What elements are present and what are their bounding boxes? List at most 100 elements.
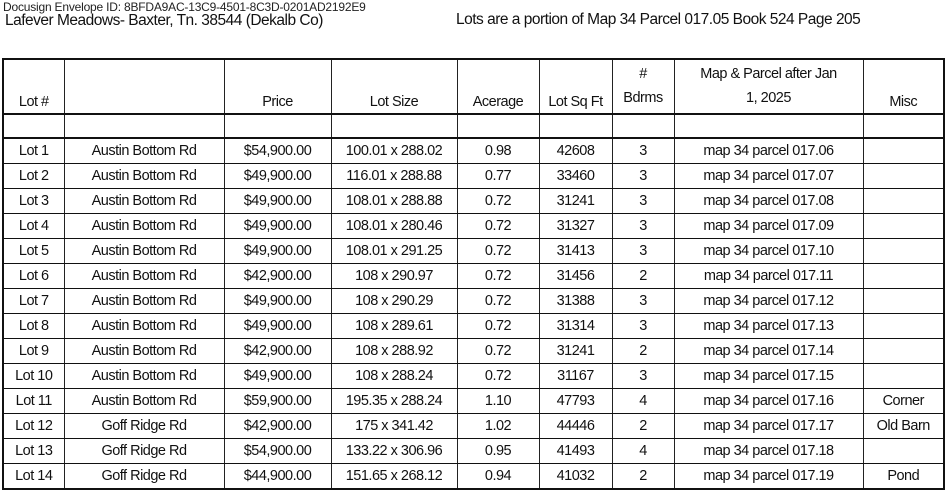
cell-price: $49,900.00 — [223, 213, 332, 239]
cell-lot-size: 116.01 x 288.88 — [330, 163, 458, 189]
cell-lot: Lot 11 — [2, 388, 65, 414]
cell-misc — [862, 363, 945, 389]
cell-acerage: 1.02 — [456, 413, 540, 439]
cell-map-parcel: map 34 parcel 017.10 — [673, 238, 864, 264]
table-row: Lot 1 Austin Bottom Rd $54,900.00 100.01 x … — [2, 137, 945, 164]
cell-acerage: 0.72 — [456, 313, 540, 339]
cell-lot: Lot 12 — [2, 413, 65, 439]
cell-lot: Lot 9 — [2, 338, 65, 364]
blank-cell — [456, 113, 540, 139]
blank-cell — [63, 113, 225, 139]
cell-misc — [862, 238, 945, 264]
cell-lot-size: 195.35 x 288.24 — [330, 388, 458, 414]
cell-bdrms: 4 — [611, 388, 675, 414]
cell-lot-size: 108.01 x 288.88 — [330, 188, 458, 214]
cell-bdrms: 3 — [611, 238, 675, 264]
cell-road: Austin Bottom Rd — [63, 137, 225, 164]
cell-map-parcel: map 34 parcel 017.13 — [673, 313, 864, 339]
blank-cell — [538, 113, 613, 139]
blank-cell — [2, 113, 65, 139]
cell-lot-size: 108 x 289.61 — [330, 313, 458, 339]
document-subtitle: Lots are a portion of Map 34 Parcel 017.… — [456, 11, 861, 28]
cell-misc: Corner — [862, 388, 945, 414]
cell-price: $42,900.00 — [223, 338, 332, 364]
cell-price: $49,900.00 — [223, 188, 332, 214]
cell-bdrms: 3 — [611, 313, 675, 339]
cell-map-parcel: map 34 parcel 017.17 — [673, 413, 864, 439]
cell-lot-size: 175 x 341.42 — [330, 413, 458, 439]
cell-lot-size: 151.65 x 268.12 — [330, 463, 458, 490]
header-bdrms-line1: # — [639, 66, 647, 82]
header-price: Price — [223, 58, 332, 115]
cell-lot-size: 108.01 x 291.25 — [330, 238, 458, 264]
cell-acerage: 0.72 — [456, 338, 540, 364]
header-map-line1: Map & Parcel after Jan — [700, 66, 837, 82]
cell-lot: Lot 1 — [2, 137, 65, 164]
table-row: Lot 14 Goff Ridge Rd $44,900.00 151.65 x 26… — [2, 463, 945, 490]
cell-acerage: 0.72 — [456, 363, 540, 389]
cell-misc — [862, 213, 945, 239]
cell-road: Austin Bottom Rd — [63, 213, 225, 239]
header-bdrms: # Bdrms — [611, 58, 675, 115]
cell-sq-ft: 31167 — [538, 363, 613, 389]
cell-misc — [862, 163, 945, 189]
blank-cell — [330, 113, 458, 139]
cell-misc — [862, 288, 945, 314]
cell-price: $42,900.00 — [223, 413, 332, 439]
cell-road: Austin Bottom Rd — [63, 288, 225, 314]
header-map-parcel: Map & Parcel after Jan 1, 2025 — [673, 58, 864, 115]
cell-acerage: 0.94 — [456, 463, 540, 490]
cell-sq-ft: 31241 — [538, 338, 613, 364]
cell-lot: Lot 6 — [2, 263, 65, 289]
cell-bdrms: 3 — [611, 188, 675, 214]
cell-road: Austin Bottom Rd — [63, 388, 225, 414]
cell-map-parcel: map 34 parcel 017.11 — [673, 263, 864, 289]
cell-sq-ft: 33460 — [538, 163, 613, 189]
cell-price: $49,900.00 — [223, 238, 332, 264]
table-row: Lot 10 Austin Bottom Rd $49,900.00 108 x 28… — [2, 363, 945, 389]
cell-lot-size: 108 x 290.97 — [330, 263, 458, 289]
cell-bdrms: 2 — [611, 413, 675, 439]
cell-sq-ft: 31388 — [538, 288, 613, 314]
cell-map-parcel: map 34 parcel 017.16 — [673, 388, 864, 414]
cell-road: Austin Bottom Rd — [63, 188, 225, 214]
cell-sq-ft: 31327 — [538, 213, 613, 239]
cell-bdrms: 3 — [611, 163, 675, 189]
table-row: Lot 13 Goff Ridge Rd $54,900.00 133.22 x 30… — [2, 438, 945, 464]
cell-road: Goff Ridge Rd — [63, 463, 225, 490]
cell-map-parcel: map 34 parcel 017.09 — [673, 213, 864, 239]
cell-price: $49,900.00 — [223, 313, 332, 339]
cell-sq-ft: 31413 — [538, 238, 613, 264]
cell-map-parcel: map 34 parcel 017.18 — [673, 438, 864, 464]
cell-road: Austin Bottom Rd — [63, 238, 225, 264]
cell-road: Goff Ridge Rd — [63, 413, 225, 439]
table-row: Lot 9 Austin Bottom Rd $42,900.00 108 x 288… — [2, 338, 945, 364]
cell-misc: Pond — [862, 463, 945, 490]
cell-misc — [862, 438, 945, 464]
cell-lot-size: 108 x 290.29 — [330, 288, 458, 314]
cell-lot: Lot 14 — [2, 463, 65, 490]
cell-misc — [862, 263, 945, 289]
cell-bdrms: 3 — [611, 288, 675, 314]
cell-misc — [862, 188, 945, 214]
cell-road: Austin Bottom Rd — [63, 313, 225, 339]
cell-sq-ft: 41032 — [538, 463, 613, 490]
table-row: Lot 4 Austin Bottom Rd $49,900.00 108.01 x … — [2, 213, 945, 239]
table-row: Lot 8 Austin Bottom Rd $49,900.00 108 x 289… — [2, 313, 945, 339]
cell-misc — [862, 313, 945, 339]
cell-acerage: 0.72 — [456, 213, 540, 239]
blank-row — [2, 113, 945, 139]
cell-price: $49,900.00 — [223, 363, 332, 389]
cell-acerage: 0.72 — [456, 263, 540, 289]
cell-lot: Lot 8 — [2, 313, 65, 339]
cell-road: Austin Bottom Rd — [63, 263, 225, 289]
document-title: Lafever Meadows- Baxter, Tn. 38544 (Deka… — [5, 12, 323, 29]
cell-lot-size: 108.01 x 280.46 — [330, 213, 458, 239]
table-row: Lot 3 Austin Bottom Rd $49,900.00 108.01 x … — [2, 188, 945, 214]
cell-bdrms: 3 — [611, 213, 675, 239]
cell-sq-ft: 31456 — [538, 263, 613, 289]
header-sq-ft: Lot Sq Ft — [538, 58, 613, 115]
cell-acerage: 0.98 — [456, 137, 540, 164]
table-row: Lot 6 Austin Bottom Rd $42,900.00 108 x 290… — [2, 263, 945, 289]
header-lot: Lot # — [2, 58, 65, 115]
